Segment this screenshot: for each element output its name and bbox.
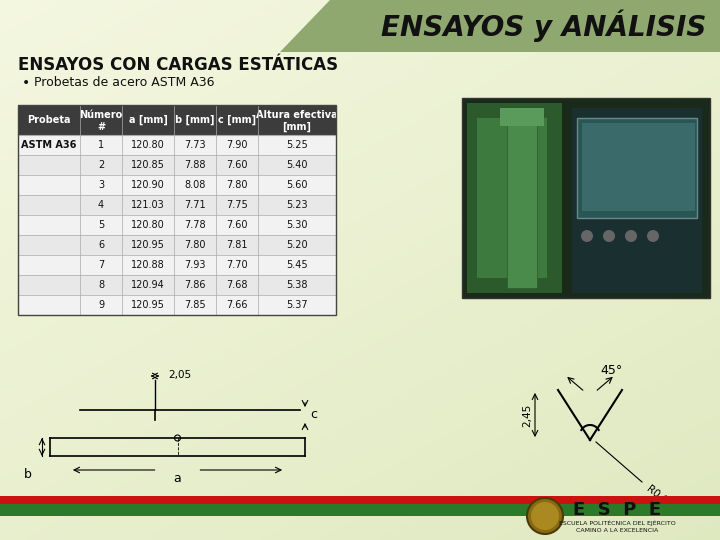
Bar [18, 275, 336, 295]
Bar [572, 108, 702, 293]
Text: 7.90: 7.90 [226, 140, 248, 150]
Text: 5.40: 5.40 [287, 160, 307, 170]
Text: E  S  P  E: E S P E [573, 501, 661, 519]
Text: 8: 8 [98, 280, 104, 290]
Text: 7.66: 7.66 [226, 300, 248, 310]
Text: Altura efectiva: Altura efectiva [256, 111, 338, 120]
Text: 2,05: 2,05 [168, 370, 191, 380]
Bar [0, 496, 720, 504]
Text: 5.38: 5.38 [287, 280, 307, 290]
Circle shape [603, 230, 615, 242]
Text: Probetas de acero ASTM A36: Probetas de acero ASTM A36 [34, 77, 215, 90]
Bar [577, 118, 697, 218]
Text: 7.71: 7.71 [184, 200, 206, 210]
Text: 7.85: 7.85 [184, 300, 206, 310]
Text: ASTM A36: ASTM A36 [22, 140, 77, 150]
Text: 5.25: 5.25 [286, 140, 308, 150]
Text: 7.73: 7.73 [184, 140, 206, 150]
Text: #: # [97, 122, 105, 132]
Text: 9: 9 [98, 300, 104, 310]
Text: 7.70: 7.70 [226, 260, 248, 270]
Text: 7: 7 [98, 260, 104, 270]
Bar [18, 175, 336, 195]
Text: 7.60: 7.60 [226, 160, 248, 170]
Text: 5: 5 [98, 220, 104, 230]
Text: R0,03: R0,03 [644, 484, 674, 510]
Circle shape [647, 230, 659, 242]
Text: 7.60: 7.60 [226, 220, 248, 230]
Text: 120.95: 120.95 [131, 240, 165, 250]
Text: 120.88: 120.88 [131, 260, 165, 270]
Text: CAMINO A LA EXCELENCIA: CAMINO A LA EXCELENCIA [576, 528, 658, 532]
Text: 7.75: 7.75 [226, 200, 248, 210]
Circle shape [625, 230, 637, 242]
Bar [18, 155, 336, 175]
Text: 5.37: 5.37 [286, 300, 308, 310]
Bar [18, 195, 336, 215]
Text: 1: 1 [98, 140, 104, 150]
Text: 7.88: 7.88 [184, 160, 206, 170]
Text: 7.80: 7.80 [184, 240, 206, 250]
Text: 2,45: 2,45 [522, 403, 532, 427]
Text: 3: 3 [98, 180, 104, 190]
Bar [500, 108, 544, 126]
Bar [18, 255, 336, 275]
Text: 4: 4 [98, 200, 104, 210]
Text: 7.81: 7.81 [226, 240, 248, 250]
Text: 8.08: 8.08 [184, 180, 206, 190]
Text: a [mm]: a [mm] [129, 115, 168, 125]
Text: ENSAYOS y ANÁLISIS: ENSAYOS y ANÁLISIS [381, 10, 706, 42]
Text: ESCUELA POLITÉCNICA DEL EJÉRCITO: ESCUELA POLITÉCNICA DEL EJÉRCITO [559, 520, 675, 526]
Text: 7.78: 7.78 [184, 220, 206, 230]
Bar [582, 123, 695, 211]
Text: a: a [174, 472, 181, 485]
Bar [467, 103, 562, 293]
Text: 7.68: 7.68 [226, 280, 248, 290]
Bar [18, 135, 336, 155]
Text: Probeta: Probeta [27, 115, 71, 125]
Text: 5.20: 5.20 [286, 240, 308, 250]
Text: 7.86: 7.86 [184, 280, 206, 290]
Text: 45°: 45° [600, 363, 622, 376]
Bar [507, 108, 537, 288]
Text: [mm]: [mm] [282, 122, 312, 132]
Text: 6: 6 [98, 240, 104, 250]
Circle shape [531, 502, 559, 530]
Bar [18, 295, 336, 315]
Bar [18, 215, 336, 235]
Text: 120.90: 120.90 [131, 180, 165, 190]
Bar [477, 118, 547, 278]
Text: c: c [310, 408, 317, 422]
Circle shape [527, 498, 563, 534]
Text: ENSAYOS CON CARGAS ESTÁTICAS: ENSAYOS CON CARGAS ESTÁTICAS [18, 56, 338, 74]
Bar [18, 105, 336, 315]
Text: 5.45: 5.45 [286, 260, 308, 270]
Polygon shape [280, 0, 720, 52]
Text: 120.80: 120.80 [131, 140, 165, 150]
Text: •: • [22, 76, 30, 90]
Text: b [mm]: b [mm] [175, 115, 215, 125]
Text: 7.80: 7.80 [226, 180, 248, 190]
Text: 121.03: 121.03 [131, 200, 165, 210]
Circle shape [581, 230, 593, 242]
Text: c [mm]: c [mm] [218, 115, 256, 125]
Text: b: b [24, 468, 32, 481]
Text: 120.95: 120.95 [131, 300, 165, 310]
Bar [462, 98, 710, 298]
Text: 2: 2 [98, 160, 104, 170]
Text: 5.30: 5.30 [287, 220, 307, 230]
Text: 5.60: 5.60 [287, 180, 307, 190]
Text: 120.85: 120.85 [131, 160, 165, 170]
Text: 7.93: 7.93 [184, 260, 206, 270]
Text: 5.23: 5.23 [286, 200, 308, 210]
Text: 120.94: 120.94 [131, 280, 165, 290]
Text: 120.80: 120.80 [131, 220, 165, 230]
Bar [18, 235, 336, 255]
Text: Número: Número [79, 111, 122, 120]
Bar [0, 504, 720, 516]
Bar [18, 105, 336, 135]
